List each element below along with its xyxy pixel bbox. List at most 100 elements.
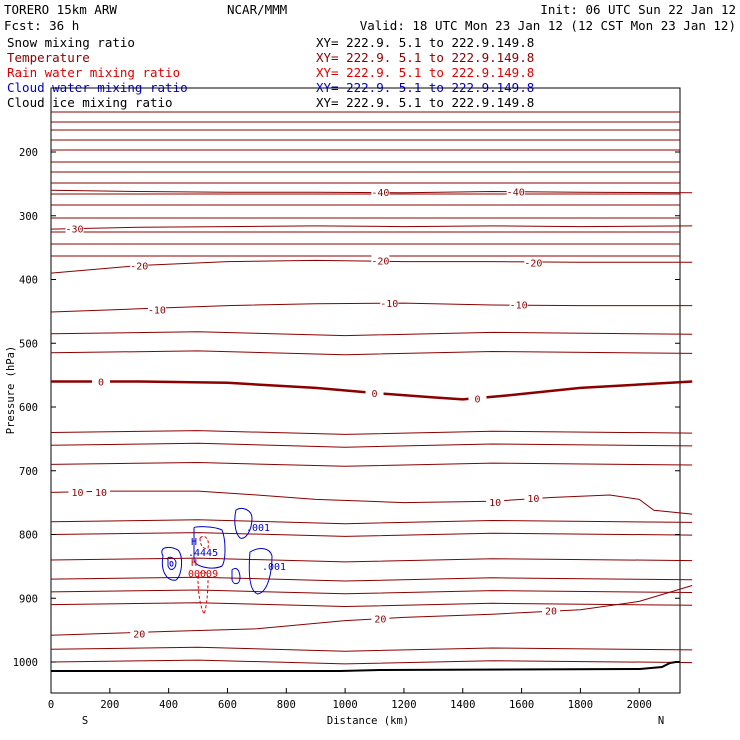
isotherm-minor <box>50 350 693 356</box>
isotherm-label-bg <box>486 496 505 507</box>
upper-isotherm <box>50 255 681 257</box>
upper-isotherm <box>50 204 681 206</box>
extremum-h-1: H <box>191 537 197 548</box>
isotherm-label--20: -20 <box>371 256 389 267</box>
isotherm-label-bg <box>92 376 110 387</box>
isotherm--30 <box>50 225 693 230</box>
valid-time: Valid: 18 UTC Mon 23 Jan 12 (12 CST Mon … <box>360 18 736 33</box>
isotherm-minor <box>50 519 693 525</box>
upper-isotherm <box>50 217 681 219</box>
field-name-cloud-ice: Cloud ice mixing ratio <box>7 95 173 110</box>
x-tick-label: 1600 <box>509 699 534 711</box>
isotherm-label-bg <box>506 186 525 197</box>
field-xy-cloud-ice: XY= 222.9. 5.1 to 222.9.149.8 <box>316 95 534 110</box>
x-tick-label: 0 <box>48 699 54 711</box>
rain-water-contours <box>197 535 209 616</box>
isotherm-label--40: -40 <box>371 188 389 199</box>
isotherm-label--20: -20 <box>130 261 148 272</box>
isotherm-label-bg <box>365 387 384 398</box>
isotherm-label--10: -10 <box>380 299 398 310</box>
isotherm-label-bg <box>542 605 560 616</box>
upper-isotherm <box>50 149 681 151</box>
field-name-temperature: Temperature <box>7 50 90 65</box>
upper-isotherm <box>50 182 681 184</box>
cloud-water-cell-3 <box>234 507 253 539</box>
isotherm--40 <box>50 189 693 194</box>
isotherm-label-0: 0 <box>372 389 378 400</box>
upper-isotherm <box>50 193 681 195</box>
isotherm-label--20: -20 <box>524 258 542 269</box>
isotherm-label-bg <box>130 628 149 639</box>
x-axis-label: Distance (km) <box>327 715 409 727</box>
isotherm-10 <box>50 490 693 515</box>
cloud-water-cell-4 <box>248 548 273 595</box>
rain-water-cell-upper <box>199 535 209 549</box>
y-tick-label: 200 <box>19 147 38 159</box>
isotherm-label-bg <box>509 299 528 310</box>
init-time: Init: 06 UTC Sun 22 Jan 12 <box>540 2 736 17</box>
rain-water-cell <box>197 571 209 616</box>
upper-isotherm <box>50 121 681 123</box>
forecast-hour: Fcst: 36 h <box>4 18 79 33</box>
field-name-snow: Snow mixing ratio <box>7 35 135 50</box>
temperature-contours: -40 -40 -30 -20 -20 -20 -10 -10 -10 0 0 0 10 10 10 10 20… <box>50 186 693 665</box>
isotherm-0 <box>51 380 693 401</box>
isotherm-label-10: 10 <box>489 498 501 509</box>
y-tick-label: 700 <box>19 466 38 478</box>
isotherm-label-bg <box>380 298 399 309</box>
isotherm-label-20: 20 <box>374 615 386 626</box>
field-xy-snow: XY= 222.9. 5.1 to 222.9.149.8 <box>316 35 534 50</box>
x-tick-label: 1200 <box>391 699 416 711</box>
isotherm-label-bg <box>371 255 390 266</box>
y-tick-label: 800 <box>19 530 38 542</box>
upper-isotherm <box>50 129 681 131</box>
isotherm-label-0: 0 <box>98 378 104 389</box>
cloud-water-label-1: .001 <box>246 523 270 534</box>
isotherm-minor <box>50 331 693 337</box>
plot-frame <box>50 87 681 694</box>
x-tick-label: 1800 <box>568 699 593 711</box>
isotherm-minor <box>50 576 693 582</box>
isotherm-label-0: 0 <box>474 395 480 406</box>
isotherm-label-bg <box>468 393 487 404</box>
y-tick-label: 300 <box>19 211 38 223</box>
x-tick-label: 2000 <box>627 699 652 711</box>
isotherm-minor <box>50 532 693 537</box>
y-tick-label: 600 <box>19 402 38 414</box>
x-tick-label: 200 <box>100 699 119 711</box>
x-end-label-south: S <box>82 715 88 727</box>
y-tick-label: 1000 <box>13 657 38 669</box>
isotherm--20 <box>50 259 693 274</box>
isotherm-label-bg <box>130 260 149 271</box>
isotherm-minor <box>50 589 693 595</box>
isotherm-minor <box>50 461 693 467</box>
upper-isotherm <box>50 139 681 141</box>
extremum-h-2: H <box>191 558 197 569</box>
isotherm-label--30: -30 <box>65 225 83 236</box>
y-tick-label: 400 <box>19 275 38 287</box>
isotherm-label-bg <box>68 486 87 497</box>
isotherm-label-10: 10 <box>71 488 83 499</box>
y-tick-label: 500 <box>19 338 38 350</box>
x-tick-label: 1000 <box>332 699 357 711</box>
isotherm-label-bg <box>92 486 110 497</box>
isotherm-label-20: 20 <box>545 606 557 617</box>
isotherm-label--10: -10 <box>510 300 528 311</box>
isotherm-minor <box>50 557 693 563</box>
isotherm-label-bg <box>524 493 543 504</box>
cloud-water-cell-1 <box>161 547 183 581</box>
cloud-water-cell-5 <box>231 567 241 585</box>
cloud-water-cell-2 <box>193 526 226 569</box>
field-xy-temperature: XY= 222.9. 5.1 to 222.9.149.8 <box>316 50 534 65</box>
isotherm-label--40: -40 <box>507 188 525 199</box>
extremum-value-1: .4445 <box>188 548 218 559</box>
cloud-water-cell-1-inner <box>167 556 177 570</box>
cloud-water-cell-1-core <box>169 561 174 567</box>
cloud-water-label-2: .001 <box>262 562 286 573</box>
isotherm-minor <box>50 442 693 448</box>
isotherm-minor <box>50 602 693 608</box>
institution: NCAR/MMM <box>227 2 287 17</box>
upper-isotherm <box>50 231 681 233</box>
